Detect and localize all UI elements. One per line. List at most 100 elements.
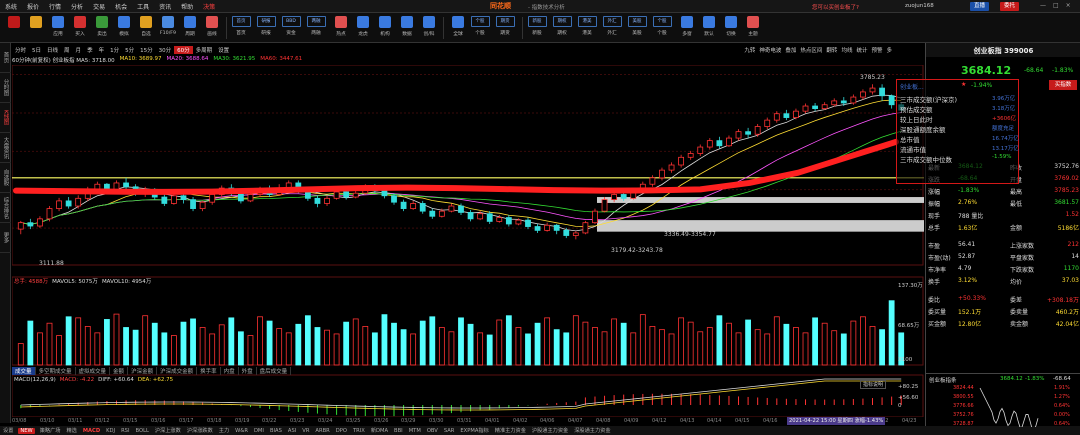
index-explain-button[interactable]: 指标说明	[860, 380, 887, 389]
indicator-tab[interactable]: VR	[302, 427, 310, 434]
indicator-tab[interactable]: 精选	[66, 428, 77, 434]
volume-subtab[interactable]: 沪深成交金额	[157, 367, 198, 375]
indicator-tab[interactable]: 新DMA	[370, 428, 389, 434]
indicator-tab[interactable]: ARBR	[315, 427, 330, 434]
indicator-tab[interactable]: 沪股通主力资金	[531, 428, 569, 434]
menu-item[interactable]: 帮助	[181, 3, 194, 11]
toolbar-button[interactable]: 主题	[743, 16, 763, 37]
menu-item[interactable]: 决策	[203, 3, 216, 11]
left-tab[interactable]: 更多	[0, 223, 11, 253]
menu-item[interactable]: 报价	[27, 3, 40, 11]
toolbar-button[interactable]: 期权 期权	[552, 16, 572, 36]
toolbar-button[interactable]: 应用	[48, 16, 68, 37]
period-tab[interactable]: 年	[98, 47, 105, 54]
menu-item[interactable]: 分析	[71, 3, 84, 11]
indicator-tab[interactable]: 设置	[3, 428, 14, 434]
period-tab[interactable]: 5日	[32, 47, 42, 54]
left-tab[interactable]: K线图	[0, 103, 11, 133]
period-tool[interactable]: 翻转	[826, 47, 838, 54]
left-tab[interactable]: 自选股	[0, 163, 11, 193]
minimize-icon[interactable]: —	[1040, 2, 1046, 9]
period-tab[interactable]: 设置	[218, 47, 230, 54]
live-button[interactable]: 直播	[970, 2, 990, 11]
toolbar-button[interactable]: 两融 两融	[306, 16, 326, 36]
toolbar-button[interactable]: 模拟	[114, 16, 134, 37]
toolbar-button[interactable]: 切换	[721, 16, 741, 37]
toolbar-button[interactable]: 新股 新股	[527, 16, 547, 36]
indicator-tab[interactable]: ASI	[287, 427, 297, 434]
kline-chart[interactable]: 3785.23 3336.49-3354.77 3179.42-3243.78 311…	[12, 65, 924, 417]
period-tab[interactable]: 分时	[15, 47, 27, 54]
buy-index-button[interactable]: 买指数	[1049, 80, 1077, 90]
menu-item[interactable]: 系统	[5, 3, 18, 11]
indicator-tab[interactable]: KDJ	[106, 427, 116, 434]
toolbar-button[interactable]	[4, 16, 24, 30]
volume-subtab[interactable]: 金额	[110, 367, 129, 375]
indicator-tab[interactable]: OBV	[426, 427, 438, 434]
period-tab[interactable]: 30分	[158, 47, 172, 54]
toolbar-button[interactable]: 画线	[202, 16, 222, 37]
period-tab[interactable]: 15分	[140, 47, 153, 54]
period-tab[interactable]: 月	[75, 47, 82, 54]
period-tool[interactable]: 均线	[841, 47, 853, 54]
period-tool[interactable]: 多	[886, 47, 892, 54]
toolbar-button[interactable]: 研报 研报	[256, 16, 276, 36]
period-tab[interactable]: 5分	[125, 47, 135, 54]
menu-item[interactable]: 行情	[49, 3, 62, 11]
volume-subtab[interactable]: 盘后成交量	[257, 367, 292, 375]
toolbar-button[interactable]: F10/F9	[158, 16, 178, 36]
toolbar-button[interactable]: 港美 港美	[577, 16, 597, 36]
indicator-tab[interactable]: TRIX	[352, 427, 365, 434]
toolbar-button[interactable]: 数据	[397, 16, 417, 37]
toolbar-button[interactable]: 全球	[448, 16, 468, 37]
toolbar-button[interactable]: 默认	[699, 16, 719, 37]
order-button[interactable]: 委托	[1000, 2, 1020, 11]
toolbar-button[interactable]: 买入	[70, 16, 90, 37]
indicator-tab[interactable]: DPO	[335, 427, 347, 434]
toolbar-button[interactable]: 个股 个股	[652, 16, 672, 36]
period-tab[interactable]: 日线	[47, 47, 59, 54]
period-tool[interactable]: 神奇电波	[759, 47, 782, 54]
indicator-tab[interactable]: MTM	[408, 427, 421, 434]
menu-item[interactable]: 资讯	[159, 3, 172, 11]
period-tab[interactable]: 多周期	[195, 47, 213, 54]
toolbar-button[interactable]: 卖出	[92, 16, 112, 37]
indicator-tab[interactable]: 沪深上涨数	[154, 428, 181, 434]
menu-item[interactable]: 工具	[137, 3, 150, 11]
menu-item[interactable]: 交易	[93, 3, 106, 11]
close-icon[interactable]: ×	[1065, 2, 1071, 9]
period-tab[interactable]: 周	[64, 47, 70, 54]
period-tool[interactable]: 热点区间	[800, 47, 823, 54]
volume-subtab[interactable]: 沪深金额	[128, 367, 158, 375]
volume-subtab[interactable]: 多空期成交量	[36, 367, 76, 375]
period-tool[interactable]: 九转	[744, 47, 756, 54]
toolbar-button[interactable]: 美股 美股	[627, 16, 647, 36]
period-tool[interactable]: 统计	[856, 47, 868, 54]
toolbar-button[interactable]: 创/科	[419, 16, 439, 37]
toolbar-button[interactable]: 个股 个股	[470, 16, 490, 36]
toolbar-button[interactable]: 周期	[180, 16, 200, 37]
indicator-tab[interactable]: DMI	[253, 427, 264, 434]
indicator-tab[interactable]: 精准主力资金	[494, 428, 526, 434]
indicator-tab[interactable]: 策略广场	[39, 428, 61, 434]
toolbar-button[interactable]	[26, 16, 46, 30]
indicator-tab[interactable]: 主力	[218, 428, 230, 434]
period-tab[interactable]: 1分	[110, 47, 120, 54]
volume-subtab[interactable]: 成交量	[12, 367, 36, 375]
indicator-tab[interactable]: 沪深涨跌数	[186, 428, 213, 434]
left-tab[interactable]: 分时图	[0, 73, 11, 103]
promo-hint[interactable]: 您可以买创业板了?	[812, 5, 859, 11]
maximize-icon[interactable]: □	[1053, 2, 1059, 9]
toolbar-button[interactable]: 期货 期货	[495, 16, 515, 36]
indicator-tab[interactable]: 深股通主力资金	[574, 428, 611, 434]
toolbar-button[interactable]: 多窗	[677, 16, 697, 37]
left-tab[interactable]: 综合排名	[0, 193, 11, 223]
volume-subtab[interactable]: 内盘	[221, 367, 239, 375]
volume-subtab[interactable]: 换手率	[197, 367, 221, 375]
username[interactable]: zuojun168	[905, 3, 934, 9]
volume-subtab[interactable]: 虚拟成交量	[76, 367, 111, 375]
period-tab[interactable]: 季	[87, 47, 93, 54]
left-tab[interactable]: 大盘资讯	[0, 133, 11, 163]
indicator-tab[interactable]: SAR	[443, 427, 455, 434]
star-icon[interactable]: ★	[961, 81, 967, 88]
